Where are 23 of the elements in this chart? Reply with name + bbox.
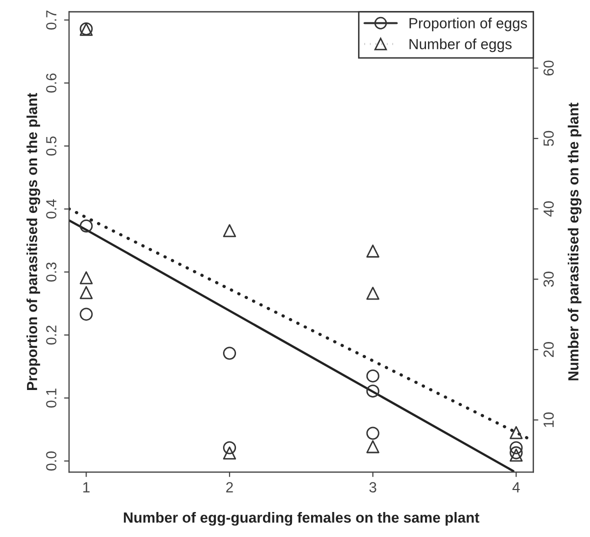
y-tick-label: 0.7 [46,10,56,30]
y-tick-label: 0.3 [46,262,56,282]
y2-tick-label: 20 [543,342,554,357]
y-tick-label: 0.2 [46,326,56,345]
x-tick-label: 1 [83,482,90,492]
y2-tick-label: 40 [543,201,554,217]
legend-label: Number of eggs [410,38,512,52]
y-tick-label: 0.0 [46,451,56,471]
x-axis-title: Number of egg-guarding females on the same plant [124,512,480,526]
y-tick-label: 0.1 [46,388,56,408]
y2-axis-title: Number of parasitised eggs on the plant [568,102,582,380]
legend-label: Proportion of eggs [410,18,528,32]
y-axis-title: Proportion of parasitised eggs on the plant [26,93,40,390]
y2-tick-label: 60 [543,60,554,76]
y-tick-label: 0.5 [46,136,56,156]
y2-tick-label: 10 [543,412,554,427]
x-tick-label: 2 [226,482,233,492]
y-tick-label: 0.6 [46,74,56,93]
y-tick-label: 0.4 [46,199,56,219]
x-tick-label: 3 [369,482,376,492]
y2-tick-label: 30 [543,272,554,287]
x-tick-label: 4 [512,482,520,492]
y2-tick-label: 50 [543,130,554,146]
